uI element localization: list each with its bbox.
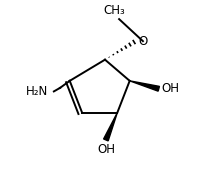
- Text: H₂N: H₂N: [25, 85, 48, 98]
- Text: O: O: [139, 35, 148, 48]
- Text: OH: OH: [97, 143, 115, 156]
- Text: CH₃: CH₃: [104, 4, 126, 17]
- Polygon shape: [130, 81, 159, 91]
- Text: OH: OH: [161, 82, 179, 95]
- Polygon shape: [104, 113, 117, 141]
